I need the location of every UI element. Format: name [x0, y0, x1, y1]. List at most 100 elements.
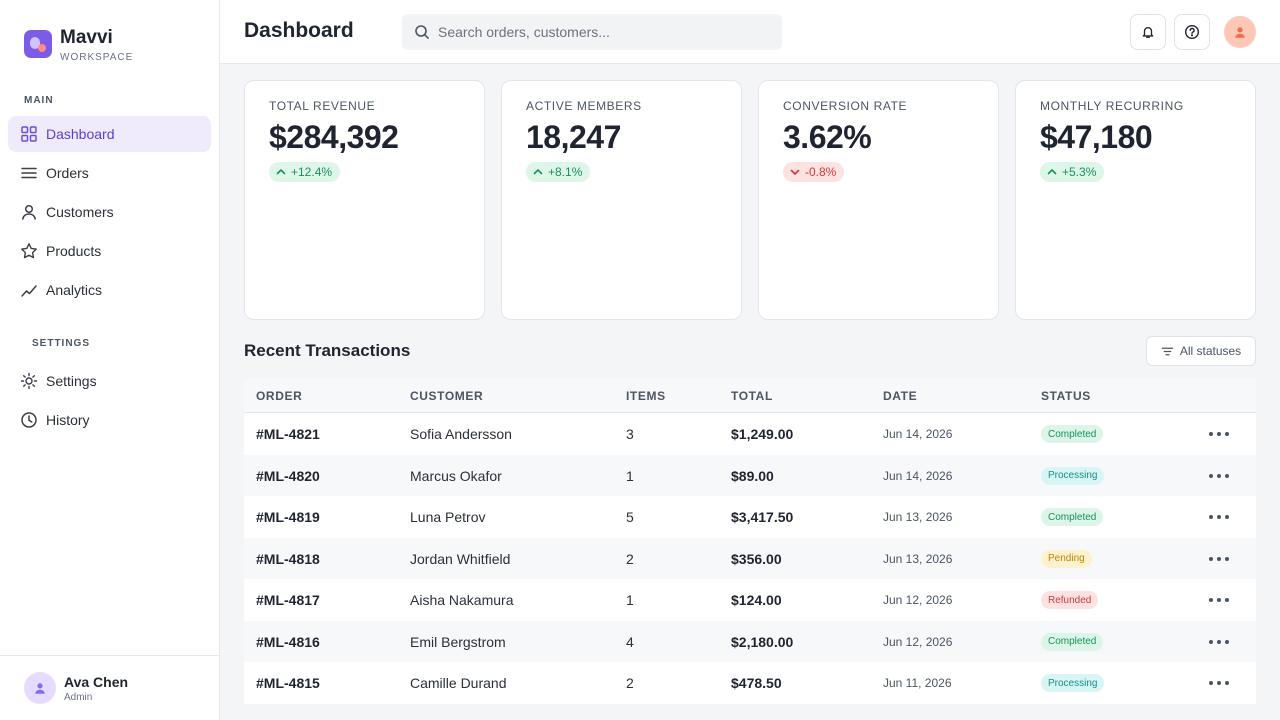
search-input[interactable] — [438, 24, 758, 40]
item-count: 5 — [626, 509, 634, 525]
row-actions-button[interactable] — [1206, 468, 1232, 484]
row-actions-button[interactable] — [1206, 509, 1232, 525]
sidebar-item-customers[interactable]: Customers — [8, 194, 211, 230]
grid-icon — [20, 125, 38, 143]
order-date: Jun 14, 2026 — [883, 427, 953, 441]
stat-label: ACTIVE MEMBERS — [526, 99, 642, 113]
status-badge: Refunded — [1041, 591, 1099, 609]
avatar — [24, 672, 56, 704]
row-actions-button[interactable] — [1206, 426, 1232, 442]
order-id[interactable]: #ML-4817 — [256, 592, 320, 608]
more-horizontal-icon — [1209, 639, 1229, 644]
stat-change-badge: +8.1% — [526, 162, 591, 182]
sidebar-item-orders[interactable]: Orders — [8, 155, 211, 191]
header-avatar[interactable] — [1224, 16, 1256, 48]
order-total: $89.00 — [731, 467, 774, 484]
column-header-items[interactable]: ITEMS — [626, 389, 666, 403]
table-row[interactable]: #ML-4818 Jordan Whitfield 2 $356.00 Jun 13, … — [244, 537, 1256, 579]
row-actions-button[interactable] — [1206, 551, 1232, 567]
sidebar-item-dashboard[interactable]: Dashboard — [8, 116, 211, 152]
help-button[interactable] — [1174, 14, 1210, 50]
stat-card-active-members: ACTIVE MEMBERS 18,247 +8.1% — [501, 80, 742, 320]
row-actions-button[interactable] — [1206, 634, 1232, 650]
clock-icon — [20, 411, 38, 429]
column-header-customer[interactable]: CUSTOMER — [410, 389, 484, 403]
order-date: Jun 12, 2026 — [883, 634, 953, 649]
more-horizontal-icon — [1209, 598, 1229, 602]
stat-value: $47,180 — [1040, 119, 1153, 155]
status-badge: Processing — [1041, 674, 1105, 692]
order-total: $3,417.50 — [731, 509, 794, 525]
row-actions-button[interactable] — [1206, 592, 1232, 608]
chevron-up-icon — [1047, 169, 1057, 175]
order-date: Jun 14, 2026 — [883, 468, 953, 483]
sidebar-item-label: History — [46, 412, 90, 428]
chevron-down-icon — [790, 169, 800, 175]
stat-change: -0.8% — [805, 165, 837, 179]
more-horizontal-icon — [1209, 473, 1229, 478]
brand-logo-icon — [24, 30, 52, 58]
notifications-button[interactable] — [1130, 14, 1166, 50]
stat-change-badge: -0.8% — [783, 162, 845, 182]
customer-name: Emil Bergstrom — [410, 633, 506, 650]
item-count: 1 — [626, 467, 634, 484]
search-icon — [415, 25, 429, 39]
stat-change: +8.1% — [548, 165, 583, 179]
stat-label: MONTHLY RECURRING — [1040, 99, 1184, 113]
user-profile[interactable]: Ava Chen Admin — [0, 655, 219, 720]
order-id[interactable]: #ML-4820 — [256, 467, 320, 484]
order-id[interactable]: #ML-4821 — [256, 426, 320, 442]
item-count: 2 — [626, 675, 634, 691]
sidebar-item-settings[interactable]: Settings — [8, 363, 211, 399]
row-actions-button[interactable] — [1206, 675, 1232, 691]
stat-change: +12.4% — [291, 165, 333, 179]
table-row[interactable]: #ML-4819 Luna Petrov 5 $3,417.50 Jun 13, 202… — [244, 496, 1256, 538]
order-id[interactable]: #ML-4819 — [256, 509, 320, 525]
sidebar-item-history[interactable]: History — [8, 402, 211, 438]
sidebar-item-label: Analytics — [46, 282, 103, 298]
column-header-date[interactable]: DATE — [883, 389, 918, 403]
stat-change-badge: +5.3% — [1040, 162, 1105, 182]
column-header-status[interactable]: STATUS — [1041, 389, 1091, 403]
order-total: $124.00 — [731, 592, 782, 608]
order-total: $1,249.00 — [731, 426, 794, 442]
chevron-up-icon — [533, 169, 543, 175]
more-horizontal-icon — [1209, 556, 1229, 561]
table-row[interactable]: #ML-4816 Emil Bergstrom 4 $2,180.00 Jun 12, … — [244, 620, 1256, 662]
column-header-total[interactable]: TOTAL — [731, 389, 773, 403]
table-row[interactable]: #ML-4821 Sofia Andersson 3 $1,249.00 Jun 14,… — [244, 413, 1256, 455]
order-date: Jun 11, 2026 — [883, 676, 952, 690]
sidebar-item-label: Customers — [46, 204, 114, 220]
order-total: $356.00 — [731, 550, 782, 567]
search-bar[interactable] — [402, 14, 782, 50]
table-row[interactable]: #ML-4815 Camille Durand 2 $478.50 Jun 11, 20… — [244, 662, 1256, 704]
column-header-order[interactable]: ORDER — [256, 389, 303, 403]
stat-change: +5.3% — [1062, 165, 1097, 179]
order-id[interactable]: #ML-4818 — [256, 550, 320, 567]
person-icon — [1235, 27, 1245, 38]
table-row[interactable]: #ML-4817 Aisha Nakamura 1 $124.00 Jun 12, 20… — [244, 579, 1256, 621]
chevron-up-icon — [276, 169, 286, 175]
status-filter-button[interactable]: All statuses — [1146, 336, 1256, 366]
item-count: 4 — [626, 633, 634, 650]
order-id[interactable]: #ML-4816 — [256, 633, 320, 650]
stat-change-badge: +12.4% — [269, 162, 341, 182]
person-icon — [35, 683, 45, 694]
star-icon — [20, 242, 38, 260]
stat-card-total-revenue: TOTAL REVENUE $284,392 +12.4% — [244, 80, 485, 320]
sidebar-item-analytics[interactable]: Analytics — [8, 272, 211, 308]
user-icon — [20, 203, 38, 221]
section-label-main: MAIN — [24, 95, 54, 106]
filter-icon — [1161, 347, 1174, 355]
status-badge: Pending — [1041, 549, 1092, 568]
sun-gear-icon — [20, 372, 38, 390]
more-horizontal-icon — [1209, 681, 1229, 685]
order-id[interactable]: #ML-4815 — [256, 675, 320, 691]
status-badge: Completed — [1041, 632, 1104, 651]
sidebar-item-products[interactable]: Products — [8, 233, 211, 269]
brand[interactable]: Mavvi WORKSPACE — [24, 27, 133, 63]
user-role: Admin — [64, 691, 93, 703]
table-row[interactable]: #ML-4820 Marcus Okafor 1 $89.00 Jun 14, 2026… — [244, 454, 1256, 496]
customer-name: Luna Petrov — [410, 509, 486, 525]
top-header: Dashboard — [220, 0, 1280, 64]
